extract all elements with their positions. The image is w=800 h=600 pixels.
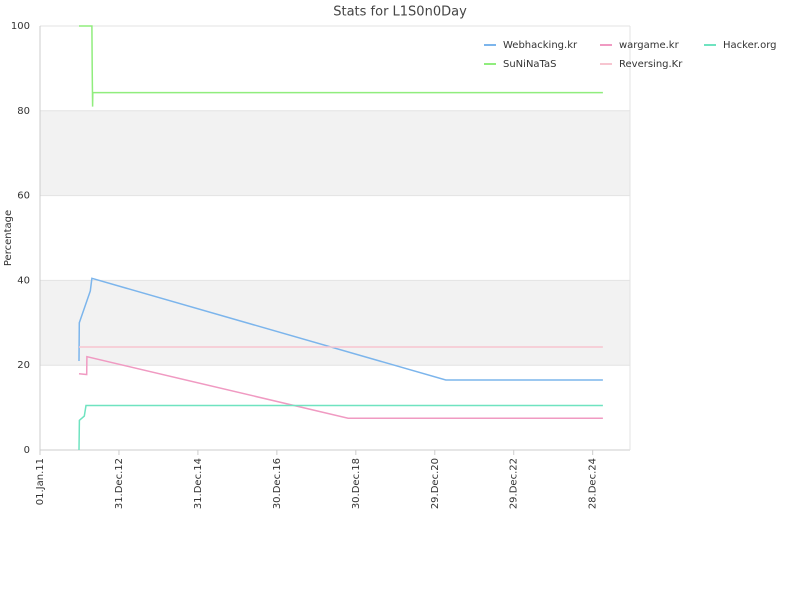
y-tick-label: 60 xyxy=(17,191,30,202)
x-tick-label: 31.Dec.14 xyxy=(193,458,204,509)
series-line xyxy=(78,404,603,451)
x-tick-label: 28.Dec.24 xyxy=(588,458,599,509)
series-line xyxy=(78,355,603,419)
y-tick-label: 80 xyxy=(17,106,30,117)
grid-band xyxy=(40,280,630,366)
x-tick-label: 01.Jan.11 xyxy=(35,458,46,505)
legend-label: SuNiNaTaS xyxy=(503,59,556,70)
x-tick-label: 30.Dec.16 xyxy=(272,458,283,509)
legend-label: Reversing.Kr xyxy=(619,59,683,70)
legend-label: wargame.kr xyxy=(619,40,680,51)
x-tick-label: 30.Dec.18 xyxy=(351,458,362,509)
series-line xyxy=(78,277,603,381)
chart-title: Stats for L1S0n0Day xyxy=(333,5,467,20)
legend-label: Webhacking.kr xyxy=(503,40,578,51)
y-tick-label: 0 xyxy=(24,445,30,456)
y-tick-label: 20 xyxy=(17,360,30,371)
x-tick-label: 29.Dec.22 xyxy=(509,458,520,509)
y-axis-label: Percentage xyxy=(3,210,14,266)
x-tick-label: 29.Dec.20 xyxy=(430,458,441,509)
legend-label: Hacker.org xyxy=(723,40,777,51)
y-tick-label: 40 xyxy=(17,275,30,286)
x-tick-label: 31.Dec.12 xyxy=(114,458,125,509)
series-line xyxy=(79,25,603,107)
y-tick-label: 100 xyxy=(11,21,30,32)
grid-band xyxy=(40,110,630,196)
